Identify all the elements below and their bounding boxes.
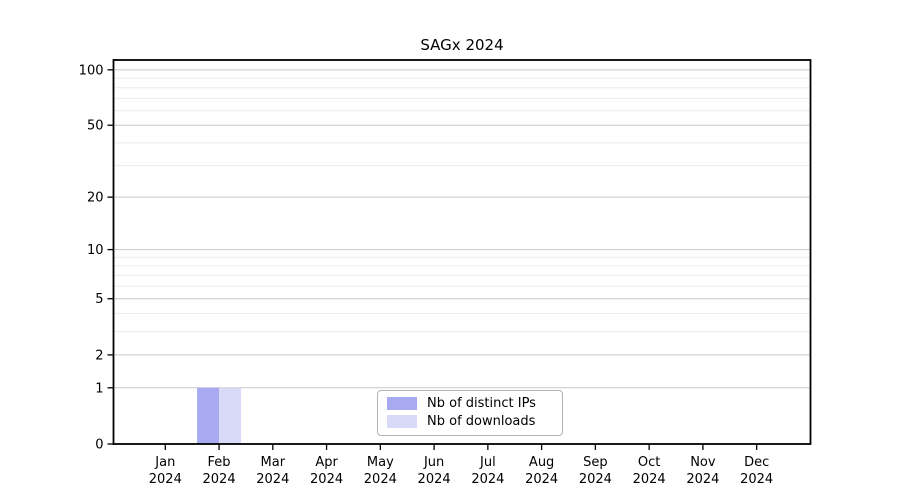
y-tick-label: 2 (95, 348, 103, 363)
legend-swatch-icon (387, 397, 417, 410)
x-tick-label-month: May (367, 455, 394, 470)
x-tick-label-month: Apr (315, 455, 338, 470)
x-tick-label-year: 2024 (364, 472, 397, 487)
x-tick-label-year: 2024 (579, 472, 612, 487)
x-tick-label-year: 2024 (471, 472, 504, 487)
legend-label: Nb of distinct IPs (427, 396, 536, 411)
x-tick-label-month: Jun (423, 455, 444, 470)
chart-title: SAGx 2024 (420, 36, 504, 54)
legend-swatch-icon (387, 415, 417, 428)
bar-feb-s1 (219, 387, 242, 444)
x-tick-label-year: 2024 (525, 472, 558, 487)
x-tick-label-year: 2024 (149, 472, 182, 487)
x-tick-label-month: Aug (529, 455, 554, 470)
plot-frame (112, 59, 812, 445)
legend-row-1: Nb of downloads (387, 414, 553, 429)
x-tick-label-month: Feb (208, 455, 231, 470)
y-tick-label: 1 (95, 381, 103, 396)
legend-label: Nb of downloads (427, 414, 536, 429)
x-tick-label-month: Nov (690, 455, 716, 470)
chart-legend: Nb of distinct IPs Nb of downloads (377, 390, 563, 436)
bar-feb-s0 (197, 387, 220, 444)
x-tick-label-month: Mar (261, 455, 286, 470)
x-tick-label-month: Oct (638, 455, 660, 470)
x-tick-label-month: Dec (744, 455, 769, 470)
x-tick-label-month: Sep (583, 455, 608, 470)
x-tick-label-year: 2024 (310, 472, 343, 487)
x-tick-label-year: 2024 (203, 472, 236, 487)
y-tick-label: 5 (95, 292, 103, 307)
x-tick-label-year: 2024 (740, 472, 773, 487)
x-tick-label-year: 2024 (418, 472, 451, 487)
x-tick-label-year: 2024 (686, 472, 719, 487)
x-tick-label-year: 2024 (633, 472, 666, 487)
x-tick-label-month: Jul (479, 455, 496, 470)
y-tick-label: 10 (87, 243, 104, 258)
y-tick-label: 0 (95, 438, 103, 453)
legend-row-0: Nb of distinct IPs (387, 396, 553, 411)
y-tick-label: 100 (79, 63, 104, 78)
y-tick-label: 20 (87, 191, 104, 206)
y-tick-label: 50 (87, 119, 104, 134)
x-tick-label-year: 2024 (256, 472, 289, 487)
x-tick-label-month: Jan (154, 455, 175, 470)
